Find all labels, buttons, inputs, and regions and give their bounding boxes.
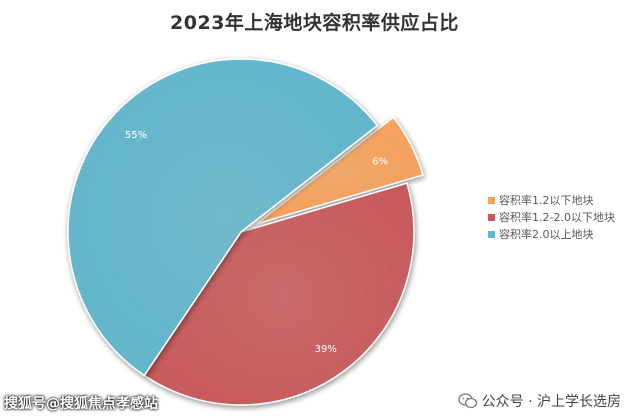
pie-data-label: 55% (125, 130, 147, 141)
legend-item: 容积率1.2以下地块 (488, 192, 615, 209)
wechat-icon (457, 393, 478, 409)
pie-slice (256, 116, 424, 225)
legend-swatch (488, 231, 495, 238)
legend-item: 容积率1.2-2.0以下地块 (488, 209, 615, 226)
pie-data-label: 6% (372, 157, 388, 168)
legend-label: 容积率2.0以上地块 (499, 228, 594, 241)
pie-slice (67, 58, 379, 377)
watermark-right-text: 公众号 · 沪上学长选房 (481, 394, 621, 410)
legend-item: 容积率2.0以上地块 (488, 226, 615, 243)
pie-slice (143, 182, 415, 406)
pie-data-label: 39% (315, 344, 337, 355)
legend-swatch (488, 197, 495, 204)
chart-legend: 容积率1.2以下地块 容积率1.2-2.0以下地块 容积率2.0以上地块 (488, 192, 615, 243)
watermark-right: 公众号 · 沪上学长选房 (457, 391, 621, 411)
legend-label: 容积率1.2以下地块 (499, 194, 594, 207)
legend-label: 容积率1.2-2.0以下地块 (499, 211, 615, 224)
chart-title: 2023年上海地块容积率供应占比 (170, 12, 459, 34)
legend-swatch (488, 214, 495, 221)
watermark-left: 搜狐号@搜狐焦点孝感站 (4, 396, 158, 412)
